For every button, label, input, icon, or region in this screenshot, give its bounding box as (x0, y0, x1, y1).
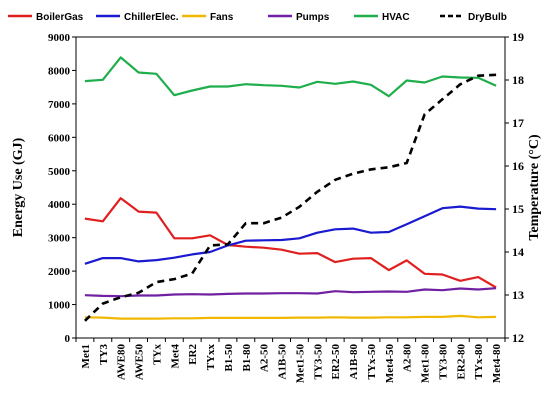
right-y-axis: 12 13 14 15 16 17 18 19 (505, 30, 524, 345)
x-tick-label: A2-50 (259, 344, 271, 373)
x-tick-label: A2-80 (402, 344, 414, 373)
legend-label-boilergas: BoilerGas (36, 12, 84, 23)
right-tick-label: 14 (512, 245, 524, 259)
x-tick-label: Met4 (169, 344, 181, 369)
x-tick-label: Met4-80 (491, 344, 503, 384)
series-line-hvac (84, 56, 497, 98)
left-tick-label: 8000 (48, 65, 71, 77)
left-tick-label: 7000 (48, 99, 71, 111)
left-tick-label: 0 (65, 333, 71, 345)
x-tick-label: TYx-50 (366, 344, 378, 380)
x-tick-label: ER2 (187, 344, 199, 365)
x-tick-label: AWE50 (134, 344, 146, 381)
x-tick-label: TYx (151, 344, 163, 365)
right-tick-label: 18 (512, 73, 524, 87)
x-tick-label: A1B-50 (277, 344, 289, 380)
left-y-axis: 0 1000 2000 3000 4000 5000 6000 7000 8000 9000 (48, 32, 76, 345)
chart-legend: BoilerGas ChillerElec. Fans Pumps HVAC DryBul… (8, 12, 507, 23)
series-line-chillerelec (84, 205, 497, 265)
left-tick-label: 1000 (48, 300, 71, 312)
x-tick-label: Met1 (80, 344, 92, 368)
x-tick-label: ER2-50 (330, 344, 342, 380)
plot-frame (75, 36, 506, 339)
x-tick-label: A1B-80 (348, 344, 360, 380)
x-tick-label: TYx-80 (473, 344, 485, 380)
x-axis: Met1 TY3 AWE80 AWE50 TYx Met4 ER2 TYxx B1-50 B1-8… (75, 338, 506, 384)
right-tick-label: 16 (512, 159, 524, 173)
left-tick-label: 3000 (48, 233, 71, 245)
right-tick-label: 12 (512, 331, 524, 345)
x-tick-label: Met1-80 (420, 344, 432, 384)
left-tick-label: 2000 (48, 266, 71, 278)
x-tick-label: TY3-80 (437, 344, 449, 380)
legend-label-chillerelec: ChillerElec. (124, 12, 179, 23)
right-tick-label: 13 (512, 288, 524, 302)
right-tick-label: 17 (512, 116, 524, 130)
x-tick-label: Met1-50 (294, 344, 306, 384)
right-tick-label: 19 (512, 30, 524, 44)
x-tick-label: ER2-80 (455, 344, 467, 380)
legend-label-pumps: Pumps (296, 12, 330, 23)
x-tick-label: TY3-50 (312, 344, 324, 380)
x-tick-label: TYxx (205, 344, 217, 371)
left-axis-title: Energy Use (GJ) (11, 137, 26, 237)
series-line-drybulb (83, 73, 497, 322)
left-tick-label: 5000 (48, 166, 71, 178)
series-line-fans (84, 314, 497, 320)
series-line-pumps (84, 287, 497, 298)
legend-label-drybulb: DryBulb (468, 12, 507, 23)
x-tick-label: TY3 (98, 344, 110, 365)
right-tick-label: 15 (512, 202, 524, 216)
legend-label-fans: Fans (210, 12, 234, 23)
legend-label-hvac: HVAC (382, 12, 410, 23)
right-axis-title: Temperature (°C) (527, 134, 542, 241)
x-tick-label: B1-80 (241, 344, 253, 372)
series-line-boilergas (84, 197, 497, 289)
left-tick-label: 9000 (48, 32, 71, 44)
x-tick-label: B1-50 (223, 344, 235, 372)
plot-series (83, 56, 497, 322)
left-tick-label: 4000 (48, 199, 71, 211)
left-tick-label: 6000 (48, 132, 71, 144)
x-tick-label: Met4-50 (384, 344, 396, 384)
x-tick-label: AWE80 (116, 344, 128, 381)
